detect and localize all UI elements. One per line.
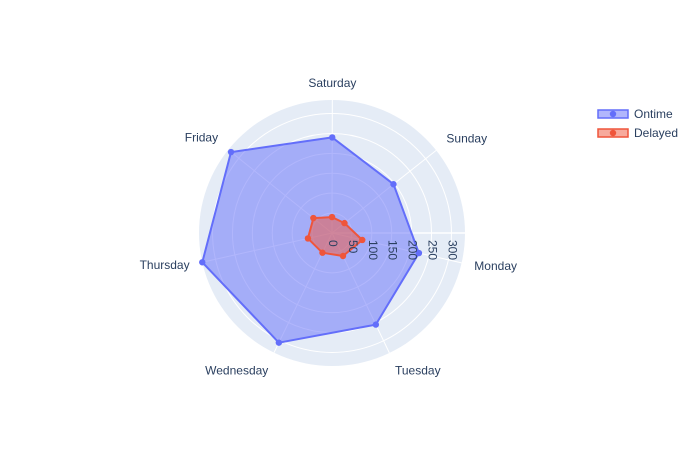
data-point-ontime-tuesday[interactable] <box>372 321 380 328</box>
data-point-delayed-thursday[interactable] <box>304 235 312 242</box>
legend-item-delayed[interactable]: Delayed <box>597 126 678 140</box>
data-point-ontime-monday[interactable] <box>415 249 423 257</box>
legend-marker <box>609 129 617 137</box>
radial-tick-label: 150 <box>386 240 400 260</box>
data-point-ontime-wednesday[interactable] <box>275 339 283 346</box>
angular-label-sunday: Sunday <box>446 131 487 145</box>
radial-tick-label: 200 <box>406 240 420 260</box>
angular-label-saturday: Saturday <box>308 76 356 90</box>
data-point-delayed-sunday[interactable] <box>341 219 348 227</box>
series-delayed <box>304 213 366 260</box>
legend-marker <box>609 110 617 118</box>
radial-tick-label: 100 <box>366 240 380 260</box>
angular-axis-labels: Monday Tuesday Wednesday Thursday Friday Satu… <box>140 76 517 378</box>
legend-item-ontime[interactable]: Ontime <box>597 107 673 121</box>
legend[interactable]: Ontime Delayed <box>597 107 678 140</box>
angular-label-tuesday: Tuesday <box>395 364 441 378</box>
legend-label: Ontime <box>634 107 673 121</box>
data-point-ontime-sunday[interactable] <box>390 181 397 188</box>
radial-tick-label: 50 <box>346 240 360 254</box>
data-point-ontime-thursday[interactable] <box>199 259 206 266</box>
angular-label-wednesday: Wednesday <box>205 363 268 377</box>
radial-tick-label: 0 <box>326 240 340 247</box>
data-point-delayed-friday[interactable] <box>310 214 317 222</box>
data-point-delayed-wednesday[interactable] <box>319 249 326 256</box>
radial-tick-label: 300 <box>446 240 460 260</box>
data-point-delayed-monday[interactable] <box>359 236 366 244</box>
data-point-delayed-saturday[interactable] <box>328 213 336 221</box>
angular-label-friday: Friday <box>185 131 218 145</box>
angular-label-monday: Monday <box>474 259 517 273</box>
radial-axis-ticks: 0 50 100 150 200 250 300 <box>326 240 460 260</box>
series-layer <box>199 134 423 346</box>
legend-label: Delayed <box>634 126 678 140</box>
radial-tick-label: 250 <box>426 240 440 260</box>
angular-label-thursday: Thursday <box>140 258 190 272</box>
data-point-ontime-friday[interactable] <box>227 148 235 156</box>
data-point-delayed-tuesday[interactable] <box>339 252 347 260</box>
data-point-ontime-saturday[interactable] <box>329 134 336 141</box>
